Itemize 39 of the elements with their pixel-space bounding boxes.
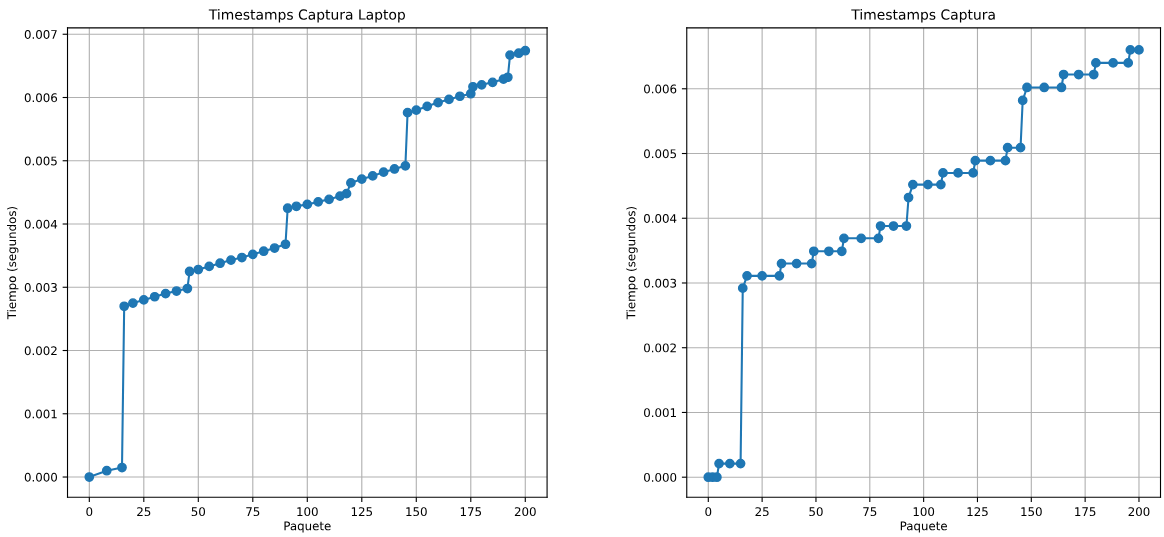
x-tick-label: 200 xyxy=(514,507,536,517)
x-tick-label: 150 xyxy=(1021,507,1042,517)
x-tick-label: 150 xyxy=(406,507,427,517)
x-tick-label: 125 xyxy=(967,507,988,517)
x-tick-label: 75 xyxy=(863,507,877,517)
y-tick-label: 0.006 xyxy=(24,93,58,103)
chart-title: Timestamps Captura Laptop xyxy=(208,9,405,23)
x-tick-label: 0 xyxy=(705,507,712,517)
y-axis-title: Tiempo (segundos) xyxy=(7,206,19,320)
x-tick-label: 125 xyxy=(351,507,373,517)
y-tick-label: 0.006 xyxy=(644,84,677,94)
y-tick-label: 0.003 xyxy=(24,282,57,292)
x-tick-label: 50 xyxy=(809,507,823,517)
y-tick-label: 0.000 xyxy=(24,472,58,482)
y-tick-label: 0.004 xyxy=(644,213,677,223)
y-tick-label: 0.005 xyxy=(644,149,677,159)
x-tick-label: 0 xyxy=(86,507,93,517)
x-tick-label: 50 xyxy=(191,507,206,517)
y-tick-label: 0.005 xyxy=(24,156,57,166)
y-tick-label: 0.001 xyxy=(24,409,57,419)
y-tick-label: 0.002 xyxy=(644,343,676,353)
y-axis-title: Tiempo (segundos) xyxy=(626,206,638,320)
x-tick-label: 200 xyxy=(1128,507,1150,517)
x-tick-label: 75 xyxy=(246,507,260,517)
y-tick-label: 0.002 xyxy=(24,346,57,356)
x-tick-label: 175 xyxy=(1075,507,1096,517)
chart-title: Timestamps Captura xyxy=(851,9,995,23)
x-tick-label: 100 xyxy=(297,507,318,517)
y-tick-label: 0.000 xyxy=(644,472,677,482)
x-tick-label: 25 xyxy=(137,507,151,517)
x-axis-title: Paquete xyxy=(284,521,331,533)
y-tick-label: 0.001 xyxy=(644,408,676,418)
y-tick-label: 0.007 xyxy=(24,29,57,39)
x-tick-label: 25 xyxy=(755,507,769,517)
x-tick-label: 175 xyxy=(460,507,482,517)
x-tick-label: 100 xyxy=(913,507,935,517)
y-tick-label: 0.003 xyxy=(644,278,677,288)
x-axis-title: Paquete xyxy=(900,521,947,533)
y-tick-label: 0.004 xyxy=(24,219,58,229)
